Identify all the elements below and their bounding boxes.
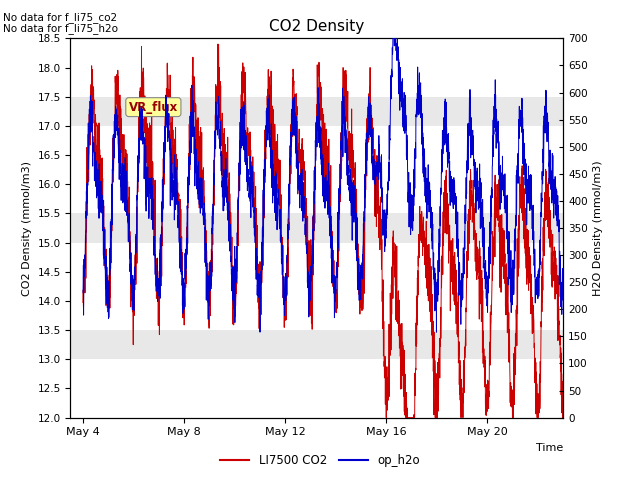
Bar	[70, 359, 563, 388]
Text: No data for f_li75_co2: No data for f_li75_co2	[3, 12, 117, 23]
Bar	[70, 242, 563, 301]
Bar	[70, 301, 563, 330]
Y-axis label: CO2 Density (mmol/m3): CO2 Density (mmol/m3)	[22, 160, 32, 296]
Title: CO2 Density: CO2 Density	[269, 20, 364, 35]
Bar	[70, 242, 563, 272]
Y-axis label: H2O Density (mmol/m3): H2O Density (mmol/m3)	[593, 160, 604, 296]
Text: VR_flux: VR_flux	[129, 101, 178, 114]
Bar	[70, 359, 563, 418]
Bar	[70, 184, 563, 214]
Bar	[70, 38, 563, 68]
X-axis label: Time: Time	[536, 443, 563, 453]
Bar	[70, 126, 563, 184]
Text: No data for f_li75_h2o: No data for f_li75_h2o	[3, 23, 118, 34]
Bar	[70, 68, 563, 97]
Legend: LI7500 CO2, op_h2o: LI7500 CO2, op_h2o	[215, 449, 425, 472]
Bar	[70, 126, 563, 155]
